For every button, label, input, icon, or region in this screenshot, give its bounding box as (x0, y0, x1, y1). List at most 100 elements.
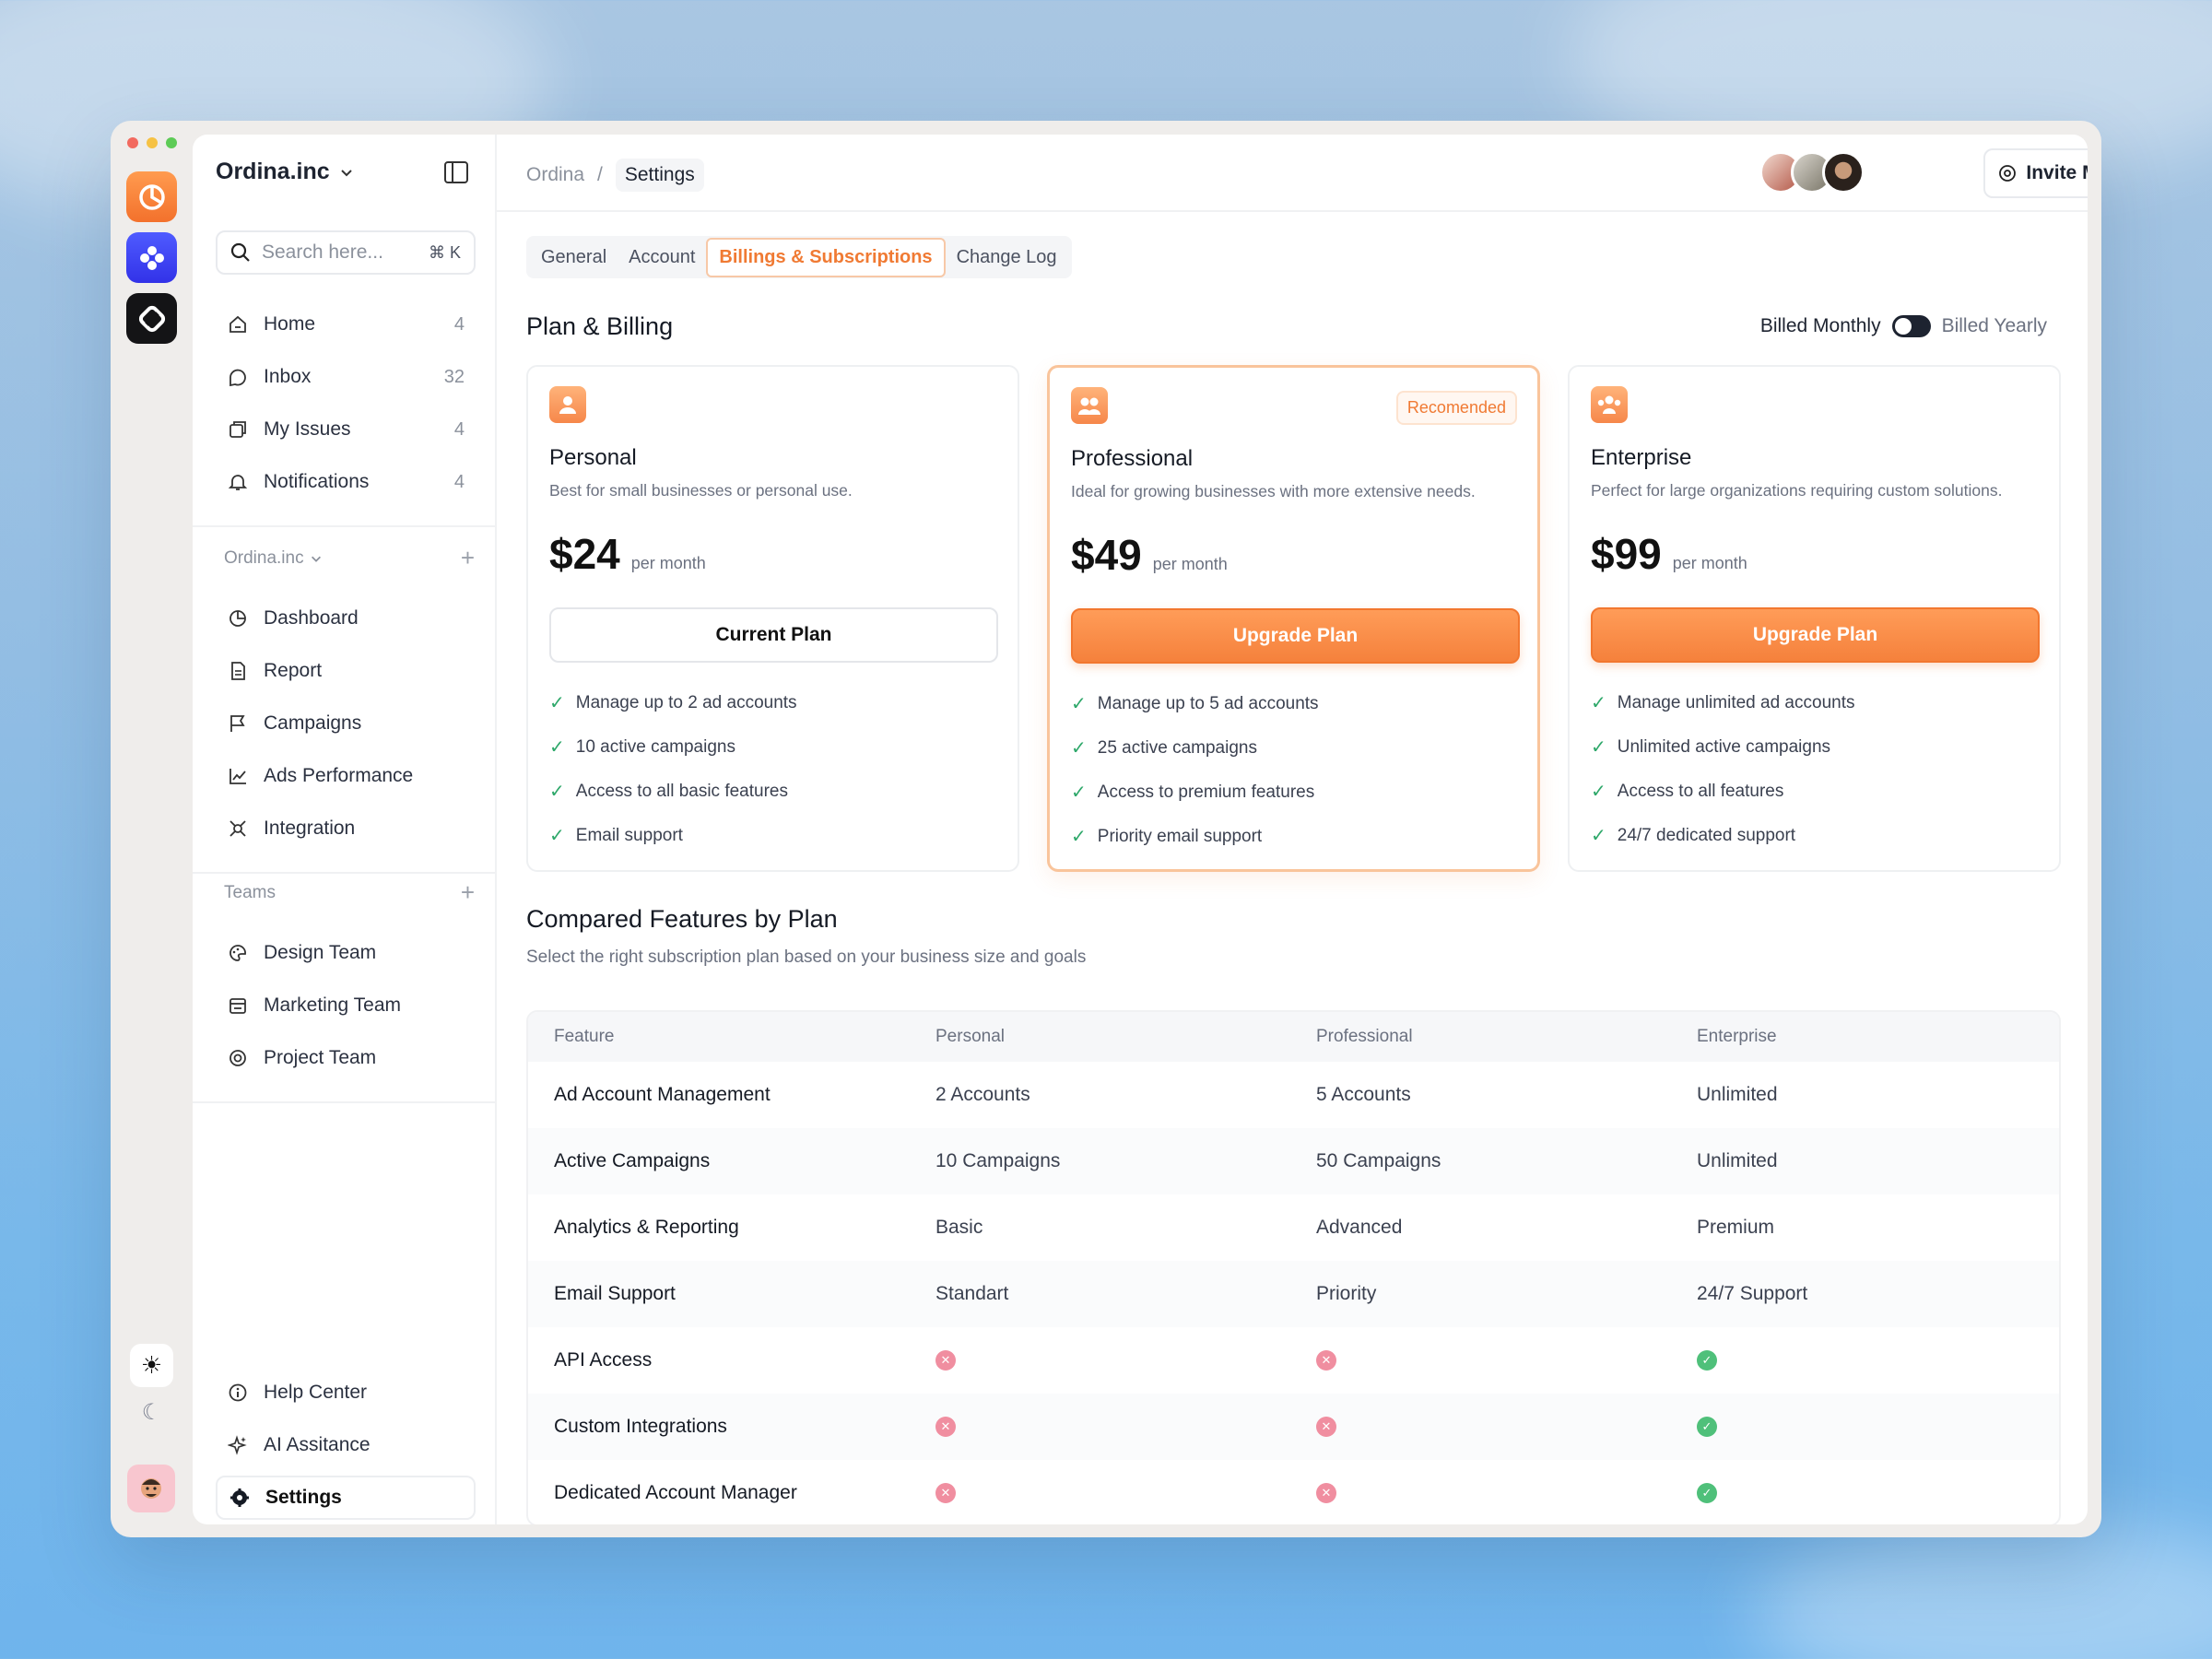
table-header: Feature Personal Professional Enterprise (528, 1012, 2059, 1062)
team-icon (1591, 386, 1628, 423)
tab-general[interactable]: General (541, 246, 607, 267)
nav-home[interactable]: Home 4 (216, 302, 476, 347)
sidebar-divider (193, 872, 497, 874)
nav-integration[interactable]: Integration (216, 806, 476, 851)
invite-member-button[interactable]: Invite Member (1983, 148, 2088, 198)
billing-switch[interactable] (1891, 315, 1931, 337)
light-mode-button[interactable]: ☀ (130, 1344, 173, 1387)
feature-name: Ad Account Management (554, 1084, 771, 1105)
check-icon: ✓ (1591, 737, 1606, 758)
invite-label: Invite Member (2026, 162, 2088, 183)
add-workspace-item-icon[interactable]: + (460, 544, 475, 571)
nav-notifications[interactable]: Notifications 4 (216, 460, 476, 504)
search-box[interactable]: Search here... ⌘ K (216, 230, 476, 275)
nav-label: Marketing Team (264, 994, 402, 1016)
compare-table: Feature Personal Professional Enterprise… (526, 1010, 2061, 1524)
app-switch-blue[interactable] (126, 232, 177, 283)
current-plan-button[interactable]: Current Plan (549, 607, 998, 663)
check-icon: ✓ (1591, 693, 1606, 713)
plan-description: Perfect for large organizations requirin… (1591, 481, 2003, 500)
member-avatars[interactable] (1759, 151, 1865, 194)
nav-my-issues[interactable]: My Issues 4 (216, 407, 476, 452)
table-cell: 10 Campaigns (935, 1150, 1061, 1171)
maximize-dot[interactable] (166, 137, 177, 148)
table-cell: ✕ (935, 1327, 956, 1394)
tab-change-log[interactable]: Change Log (956, 246, 1057, 267)
nav-settings[interactable]: Settings (216, 1476, 476, 1520)
chart-icon (227, 765, 249, 787)
nav-inbox[interactable]: Inbox 32 (216, 355, 476, 399)
price-amount: $49 (1071, 531, 1142, 579)
nav-report[interactable]: Report (216, 649, 476, 693)
recommended-badge: Recomended (1395, 391, 1517, 425)
workspace-section-header[interactable]: Ordina.inc + (224, 544, 475, 572)
nav-ads-performance[interactable]: Ads Performance (216, 754, 476, 798)
nav-label: Campaigns (264, 712, 362, 734)
upgrade-plan-button[interactable]: Upgrade Plan (1071, 608, 1520, 664)
user-icon (549, 386, 586, 423)
billed-monthly-label[interactable]: Billed Monthly (1759, 315, 1881, 336)
search-shortcut: ⌘ K (428, 242, 461, 262)
feature-label: Manage up to 2 ad accounts (575, 692, 797, 712)
dashboard-icon (227, 607, 249, 629)
flag-icon (227, 712, 249, 735)
nav-design-team[interactable]: Design Team (216, 931, 476, 975)
plan-feature: ✓ 24/7 dedicated support (1591, 824, 1795, 847)
chevron-down-icon (340, 169, 352, 176)
plan-card-personal: Personal Best for small businesses or pe… (526, 365, 1019, 872)
user-avatar[interactable] (127, 1465, 175, 1512)
collapse-sidebar-button[interactable] (443, 160, 469, 189)
nav-label: Help Center (264, 1382, 368, 1403)
nav-help-center[interactable]: Help Center (216, 1371, 476, 1415)
check-circle-icon: ✓ (1697, 1417, 1717, 1437)
breadcrumb-separator: / (597, 164, 603, 185)
upgrade-plan-button[interactable]: Upgrade Plan (1591, 607, 2040, 663)
table-cell: 5 Accounts (1316, 1084, 1411, 1105)
org-switcher[interactable]: Ordina.inc (216, 159, 354, 185)
table-cell: 24/7 Support (1697, 1283, 1808, 1304)
app-switch-dark[interactable] (126, 293, 177, 344)
close-dot[interactable] (127, 137, 138, 148)
plan-billing-title: Plan & Billing (526, 312, 674, 340)
nav-campaigns[interactable]: Campaigns (216, 701, 476, 746)
column-header: Personal (935, 1027, 1005, 1046)
teams-section-header[interactable]: Teams + (224, 878, 475, 907)
minimize-dot[interactable] (147, 137, 158, 148)
plan-price: $49 per month (1071, 530, 1228, 580)
tab-account[interactable]: Account (629, 246, 696, 267)
app-rail: ☀ ☾ (111, 121, 193, 1537)
nav-label: AI Assitance (264, 1434, 371, 1455)
check-icon: ✓ (1071, 782, 1087, 803)
x-circle-icon: ✕ (935, 1483, 956, 1503)
flower-app-icon (139, 245, 164, 270)
nav-ai-assistance[interactable]: AI Assitance (216, 1423, 476, 1467)
plan-feature: ✓ Priority email support (1071, 825, 1262, 848)
workspace-title: Ordina.inc (224, 547, 304, 568)
feature-name: Active Campaigns (554, 1150, 711, 1171)
tab-billings-subscriptions[interactable]: Billings & Subscriptions (706, 237, 946, 277)
table-cell: 50 Campaigns (1316, 1150, 1441, 1171)
table-row: Ad Account Management 2 Accounts 5 Account… (528, 1062, 2059, 1128)
nav-marketing-team[interactable]: Marketing Team (216, 983, 476, 1028)
dark-mode-button[interactable]: ☾ (130, 1391, 173, 1434)
app-switch-orange[interactable] (126, 171, 177, 222)
window-controls (127, 137, 177, 148)
nav-count: 4 (453, 471, 465, 492)
org-name: Ordina.inc (216, 159, 330, 184)
column-header: Feature (554, 1027, 615, 1046)
nav-count: 32 (443, 366, 465, 387)
moon-icon: ☾ (141, 1400, 162, 1425)
add-team-icon[interactable]: + (460, 878, 475, 906)
sidebar-toggle-icon (444, 161, 468, 183)
plan-feature: ✓ Access to premium features (1071, 781, 1314, 804)
breadcrumb-root[interactable]: Ordina (526, 164, 585, 185)
report-icon (227, 660, 249, 682)
billed-yearly-label[interactable]: Billed Yearly (1941, 315, 2047, 336)
nav-project-team[interactable]: Project Team (216, 1036, 476, 1080)
nav-label: Settings (265, 1487, 342, 1508)
feature-label: Access to all features (1617, 781, 1784, 801)
nav-dashboard[interactable]: Dashboard (216, 596, 476, 641)
price-period: per month (630, 554, 706, 572)
search-input[interactable]: Search here... (262, 241, 383, 263)
nav-label: Dashboard (264, 607, 359, 629)
